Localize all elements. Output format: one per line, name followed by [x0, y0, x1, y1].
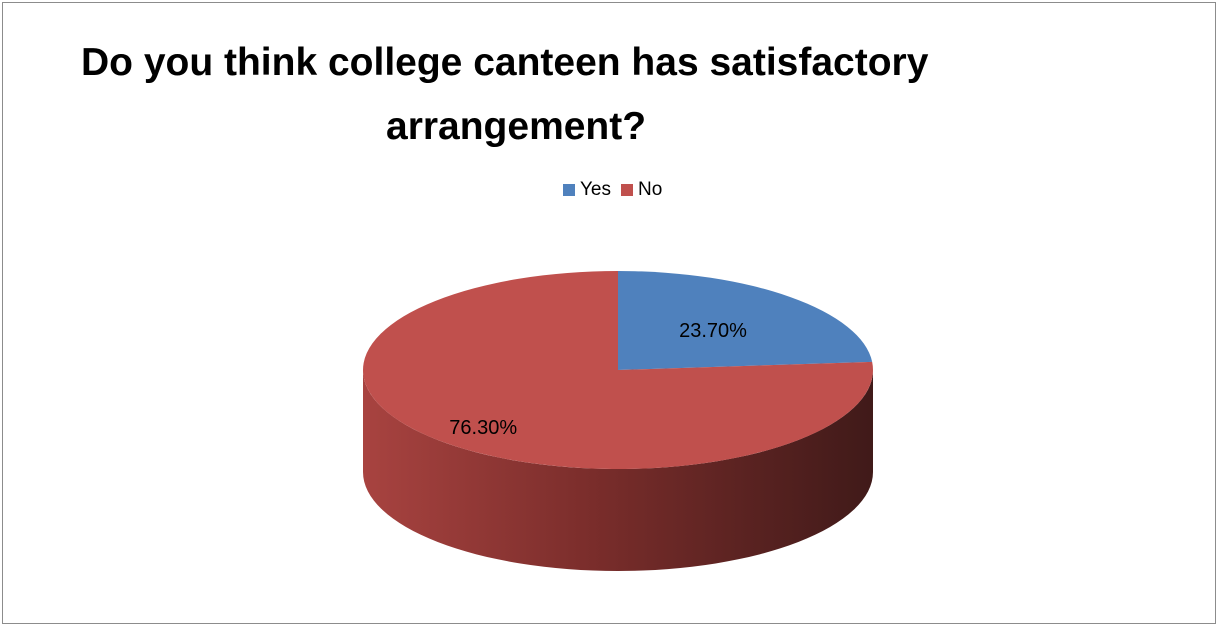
legend-swatch-no [621, 184, 633, 196]
pie-slice-yes [618, 271, 873, 370]
pie-slice-no [363, 271, 874, 470]
legend-item-no: No [621, 179, 662, 201]
data-label-no: 76.30% [449, 417, 517, 439]
data-label-yes: 23.70% [679, 320, 747, 342]
legend-swatch-yes [563, 184, 575, 196]
chart-title-line-2: arrangement? [386, 105, 647, 148]
pie-side-no [363, 370, 873, 571]
pie-top-face [363, 271, 874, 470]
legend-label-yes: Yes [580, 179, 611, 200]
pie-side-wall [363, 370, 873, 571]
chart-legend: Yes No [563, 179, 672, 201]
pie-data-labels: 23.70% 76.30% [449, 320, 747, 439]
legend-label-no: No [638, 179, 663, 200]
legend-item-yes: Yes [563, 179, 611, 201]
chart-title-line-1: Do you think college canteen has satisfa… [81, 41, 929, 84]
